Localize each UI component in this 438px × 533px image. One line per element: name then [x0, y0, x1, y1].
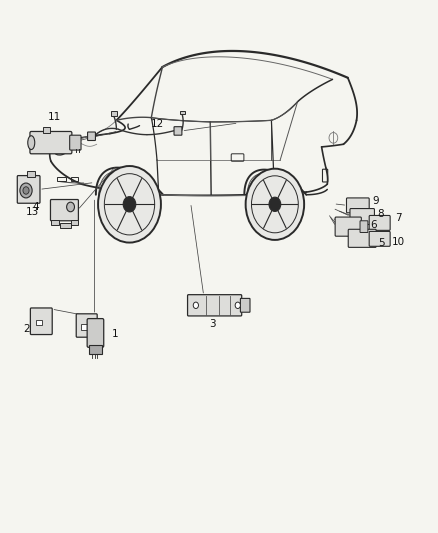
FancyBboxPatch shape	[70, 135, 81, 150]
Bar	[43, 127, 50, 133]
Text: 8: 8	[377, 209, 384, 219]
FancyBboxPatch shape	[30, 132, 72, 154]
Bar	[35, 320, 42, 325]
Bar	[51, 220, 59, 225]
Circle shape	[269, 197, 281, 212]
Bar	[89, 345, 102, 354]
FancyBboxPatch shape	[369, 231, 390, 246]
Ellipse shape	[28, 136, 35, 150]
FancyBboxPatch shape	[187, 295, 242, 316]
Text: 6: 6	[370, 220, 376, 230]
Circle shape	[23, 187, 29, 194]
Circle shape	[98, 166, 161, 243]
Circle shape	[67, 202, 74, 212]
Text: 9: 9	[372, 196, 378, 206]
Text: 11: 11	[48, 112, 61, 122]
FancyBboxPatch shape	[350, 208, 374, 224]
Circle shape	[20, 183, 32, 198]
Text: 1: 1	[112, 329, 119, 339]
Text: 4: 4	[32, 202, 39, 212]
Circle shape	[246, 168, 304, 240]
FancyBboxPatch shape	[87, 319, 104, 348]
Text: 13: 13	[25, 207, 39, 217]
FancyBboxPatch shape	[240, 298, 250, 312]
Circle shape	[193, 302, 198, 309]
FancyBboxPatch shape	[335, 217, 361, 236]
FancyBboxPatch shape	[360, 221, 368, 232]
Text: 10: 10	[392, 237, 405, 247]
Circle shape	[123, 197, 136, 212]
Circle shape	[235, 302, 240, 309]
FancyBboxPatch shape	[30, 308, 52, 335]
Bar	[71, 220, 78, 225]
Bar	[27, 171, 35, 176]
FancyBboxPatch shape	[88, 132, 95, 141]
Text: 3: 3	[209, 319, 216, 329]
FancyBboxPatch shape	[17, 175, 40, 203]
FancyBboxPatch shape	[348, 229, 376, 247]
Text: 12: 12	[151, 119, 165, 129]
FancyBboxPatch shape	[369, 215, 390, 230]
Bar	[81, 325, 88, 330]
FancyBboxPatch shape	[76, 314, 97, 337]
Text: 2: 2	[24, 324, 30, 334]
Bar	[60, 223, 71, 228]
Bar	[71, 176, 78, 181]
Bar	[57, 176, 66, 181]
Bar	[111, 111, 117, 116]
Bar	[180, 111, 185, 115]
FancyBboxPatch shape	[346, 198, 369, 213]
FancyBboxPatch shape	[174, 127, 182, 135]
FancyBboxPatch shape	[50, 199, 78, 221]
Text: 7: 7	[395, 213, 401, 223]
Text: 5: 5	[378, 238, 385, 247]
